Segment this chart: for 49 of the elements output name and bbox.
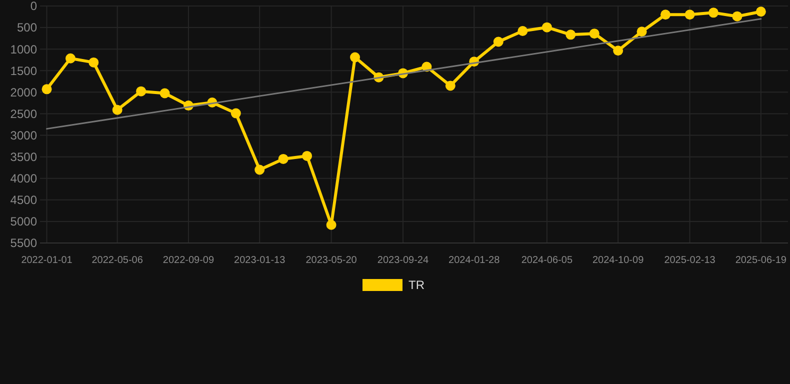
- point: [613, 46, 624, 56]
- y-tick-label: 3500: [10, 150, 38, 164]
- x-tick-label: 2022-09-09: [162, 255, 214, 266]
- point: [88, 57, 99, 68]
- x-tick-label: 2023-09-24: [377, 255, 430, 266]
- y-tick-label: 5500: [10, 236, 38, 250]
- point: [112, 104, 122, 115]
- x-tick-label: 2024-01-28: [448, 255, 500, 266]
- y-tick-label: 2500: [10, 106, 38, 121]
- point: [65, 53, 76, 64]
- point: [684, 10, 695, 20]
- y-tick-label: 3000: [10, 128, 38, 142]
- point: [42, 84, 52, 94]
- point: [493, 36, 504, 47]
- x-tick-label: 2023-05-20: [306, 255, 358, 266]
- point: [589, 28, 600, 39]
- x-tick-label: 2022-05-06: [92, 255, 144, 266]
- point: [636, 26, 647, 37]
- point: [230, 108, 241, 118]
- x-tick-label: 2025-02-13: [664, 255, 716, 266]
- x-tick-label: 2022-01-01: [21, 255, 73, 266]
- y-tick-label: 5000: [10, 214, 38, 229]
- legend-label: TR: [408, 278, 425, 292]
- point: [660, 10, 670, 20]
- x-tick-label: 2024-06-05: [521, 255, 573, 266]
- x-tick-label: 2024-10-09: [592, 255, 644, 266]
- point: [278, 154, 288, 164]
- point: [518, 26, 528, 36]
- point: [302, 150, 312, 161]
- point: [542, 22, 552, 32]
- point: [732, 11, 742, 22]
- y-tick-label: 4500: [10, 193, 38, 208]
- y-tick-label: 0: [30, 0, 38, 14]
- x-tick-label: 2023-01-13: [234, 255, 286, 266]
- y-tick-label: 1000: [10, 42, 38, 56]
- point: [326, 220, 336, 230]
- y-tick-label: 2000: [10, 85, 38, 100]
- x-tick-label: 2025-06-19: [735, 255, 787, 266]
- y-tick-label: 500: [16, 20, 38, 35]
- point: [350, 52, 360, 62]
- point: [756, 6, 766, 17]
- point: [254, 164, 265, 175]
- point: [136, 86, 146, 96]
- point: [708, 8, 718, 18]
- y-tick-label: 4000: [10, 172, 38, 186]
- point: [160, 88, 170, 98]
- point: [566, 30, 576, 40]
- point: [445, 80, 456, 91]
- y-tick-label: 1500: [10, 64, 38, 78]
